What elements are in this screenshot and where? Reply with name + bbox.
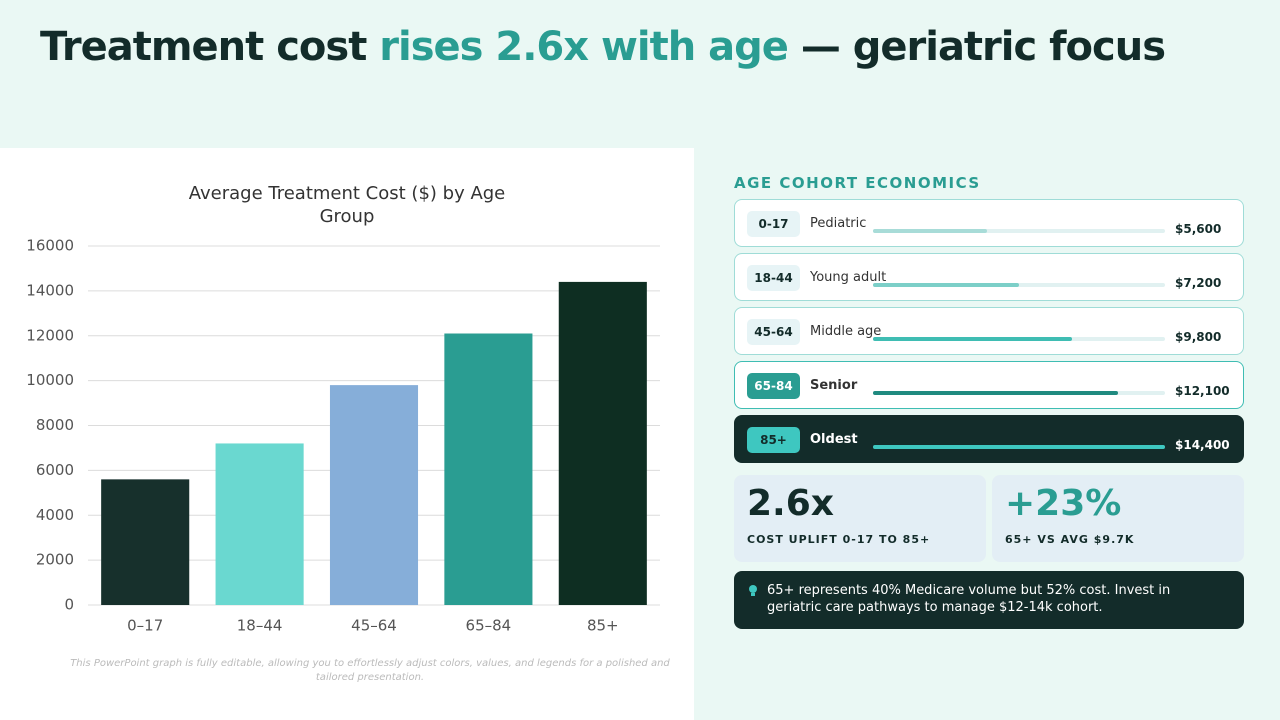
stat-card: 2.6x COST UPLIFT 0-17 TO 85+	[734, 475, 986, 562]
cohort-range: 65-84	[747, 373, 800, 399]
y-tick-label: 16000	[26, 237, 74, 255]
cohort-value: $7,200	[1175, 276, 1222, 290]
y-tick-label: 14000	[26, 281, 74, 299]
y-tick-label: 10000	[26, 371, 74, 389]
cohort-bar	[873, 337, 1072, 341]
cohort-track	[873, 283, 1165, 287]
x-tick-label: 0–17	[127, 617, 163, 635]
cohort-track	[873, 445, 1165, 449]
chart-note: This PowerPoint graph is fully editable,…	[70, 658, 670, 683]
y-tick-label: 6000	[36, 461, 74, 479]
slide-title: Treatment cost rises 2.6x with age — ger…	[40, 24, 1166, 70]
cohort-track	[873, 391, 1165, 395]
cohort-bar	[873, 391, 1119, 395]
x-tick-label: 18–44	[237, 617, 283, 635]
bar	[101, 479, 190, 605]
title-part: Treatment cost	[40, 24, 380, 70]
cohort-label: Middle age	[810, 324, 882, 339]
title-part: — geriatric focus	[787, 24, 1166, 70]
cohort-range: 18-44	[747, 265, 800, 291]
cohort-label: Pediatric	[810, 216, 867, 231]
cohort-card: 85+ Oldest $14,400	[734, 415, 1244, 463]
cohort-label: Young adult	[810, 270, 887, 285]
cohort-bar	[873, 445, 1165, 449]
cohort-label: Oldest	[810, 432, 858, 447]
cohort-card: 65-84 Senior $12,100	[734, 361, 1244, 409]
stat-label: 65+ VS AVG $9.7K	[1005, 533, 1135, 546]
stat-value: 2.6x	[747, 483, 834, 524]
insight-box: 65+ represents 40% Medicare volume but 5…	[734, 571, 1244, 629]
chart-title: Average Treatment Cost ($) by Age Group	[188, 183, 506, 227]
stat-card: +23% 65+ VS AVG $9.7K	[992, 475, 1244, 562]
x-tick-label: 85+	[587, 617, 619, 635]
cohort-range: 0-17	[747, 211, 800, 237]
x-tick-label: 65–84	[466, 617, 512, 635]
bulb-icon	[749, 585, 757, 596]
chart: 0 2000 4000 6000 8000 10000 12000 14000 16000 0–1…	[26, 237, 660, 635]
title-part: rises 2.6x with age	[379, 24, 789, 70]
y-tick-label: 12000	[26, 326, 74, 344]
bar	[329, 385, 419, 605]
stat-value: +23%	[1005, 483, 1122, 524]
cohort-value: $12,100	[1175, 384, 1230, 398]
stat-label: COST UPLIFT 0-17 TO 85+	[747, 533, 931, 546]
cohort-card: 18-44 Young adult $7,200	[734, 253, 1244, 301]
insight-text: 65+ represents 40% Medicare volume but 5…	[767, 583, 1171, 615]
y-tick-label: 0	[64, 596, 74, 614]
cohort-bar	[873, 283, 1019, 287]
y-tick-label: 2000	[36, 551, 74, 569]
cohort-range: 45-64	[747, 319, 800, 345]
cohort-track	[873, 337, 1165, 341]
cohort-card: 0-17 Pediatric $5,600	[734, 199, 1244, 247]
cohort-bar	[873, 229, 987, 233]
panel-heading: AGE COHORT ECONOMICS	[734, 174, 981, 192]
bar	[558, 281, 647, 605]
x-tick-label: 45–64	[351, 617, 397, 635]
cohort-card: 45-64 Middle age $9,800	[734, 307, 1244, 355]
y-tick-label: 8000	[36, 416, 74, 434]
cohort-track	[873, 229, 1165, 233]
cohort-range: 85+	[747, 427, 800, 453]
bar	[444, 333, 533, 605]
cohort-value: $5,600	[1175, 222, 1222, 236]
bar	[215, 443, 304, 605]
cohort-label: Senior	[810, 378, 858, 393]
y-tick-label: 4000	[36, 506, 74, 524]
cohort-value: $14,400	[1175, 438, 1230, 452]
cohort-value: $9,800	[1175, 330, 1222, 344]
